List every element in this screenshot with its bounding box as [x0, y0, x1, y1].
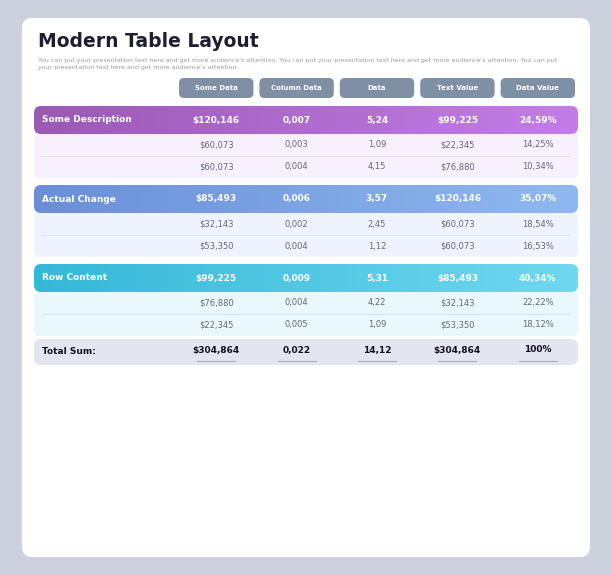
Text: 0,022: 0,022 — [283, 346, 311, 355]
Text: 5,24: 5,24 — [366, 116, 388, 125]
Text: Column Data: Column Data — [271, 85, 322, 91]
Text: 0,005: 0,005 — [285, 320, 308, 329]
Text: You can put your presentation text here and get more audience's attention. You c: You can put your presentation text here … — [38, 58, 558, 70]
FancyBboxPatch shape — [179, 78, 253, 98]
Text: Some Description: Some Description — [42, 116, 132, 125]
Text: $99,225: $99,225 — [437, 116, 478, 125]
Text: 0,002: 0,002 — [285, 220, 308, 228]
Text: 0,007: 0,007 — [283, 116, 311, 125]
Text: Data Value: Data Value — [517, 85, 559, 91]
Text: $304,864: $304,864 — [193, 346, 240, 355]
Text: $53,350: $53,350 — [440, 320, 475, 329]
FancyBboxPatch shape — [22, 18, 590, 557]
Text: 0,006: 0,006 — [283, 194, 311, 204]
Text: 100%: 100% — [524, 346, 551, 355]
Text: 0,004: 0,004 — [285, 163, 308, 171]
FancyBboxPatch shape — [340, 78, 414, 98]
Text: 35,07%: 35,07% — [519, 194, 556, 204]
Text: 14,12: 14,12 — [363, 346, 391, 355]
Text: 16,53%: 16,53% — [522, 242, 554, 251]
Text: 14,25%: 14,25% — [522, 140, 554, 150]
FancyBboxPatch shape — [34, 134, 578, 178]
Text: $60,073: $60,073 — [440, 242, 475, 251]
Text: 3,57: 3,57 — [366, 194, 388, 204]
Text: 22,22%: 22,22% — [522, 298, 554, 308]
FancyBboxPatch shape — [34, 339, 578, 365]
Text: $22,345: $22,345 — [199, 320, 233, 329]
Text: 0,003: 0,003 — [285, 140, 308, 150]
Text: 40,34%: 40,34% — [519, 274, 556, 282]
Text: 4,15: 4,15 — [368, 163, 386, 171]
Text: 0,004: 0,004 — [285, 242, 308, 251]
Text: 18,54%: 18,54% — [522, 220, 554, 228]
Text: 2,45: 2,45 — [368, 220, 386, 228]
Text: Modern Table Layout: Modern Table Layout — [38, 32, 259, 51]
Text: $76,880: $76,880 — [440, 163, 475, 171]
Text: 10,34%: 10,34% — [522, 163, 554, 171]
Text: $76,880: $76,880 — [199, 298, 234, 308]
Text: 24,59%: 24,59% — [519, 116, 556, 125]
Text: 18,12%: 18,12% — [522, 320, 554, 329]
Text: 0,009: 0,009 — [283, 274, 311, 282]
Text: Data: Data — [368, 85, 386, 91]
Text: Actual Change: Actual Change — [42, 194, 116, 204]
Text: $60,073: $60,073 — [199, 140, 234, 150]
Text: 1,09: 1,09 — [368, 320, 386, 329]
Text: $85,493: $85,493 — [437, 274, 478, 282]
Text: $304,864: $304,864 — [434, 346, 481, 355]
Text: $22,345: $22,345 — [440, 140, 474, 150]
FancyBboxPatch shape — [34, 292, 578, 336]
Text: 4,22: 4,22 — [368, 298, 386, 308]
Text: 1,12: 1,12 — [368, 242, 386, 251]
Text: $85,493: $85,493 — [196, 194, 237, 204]
Text: $120,146: $120,146 — [193, 116, 240, 125]
Text: Row Content: Row Content — [42, 274, 107, 282]
FancyBboxPatch shape — [259, 78, 334, 98]
Text: 0,004: 0,004 — [285, 298, 308, 308]
Text: $120,146: $120,146 — [434, 194, 481, 204]
Text: $53,350: $53,350 — [199, 242, 233, 251]
Text: $99,225: $99,225 — [196, 274, 237, 282]
Text: $32,143: $32,143 — [199, 220, 233, 228]
Text: Text Value: Text Value — [437, 85, 478, 91]
Text: Some Data: Some Data — [195, 85, 237, 91]
FancyBboxPatch shape — [420, 78, 494, 98]
Text: $60,073: $60,073 — [199, 163, 234, 171]
Text: $32,143: $32,143 — [440, 298, 475, 308]
FancyBboxPatch shape — [34, 213, 578, 257]
Text: Total Sum:: Total Sum: — [42, 347, 96, 356]
FancyBboxPatch shape — [501, 78, 575, 98]
Text: 5,31: 5,31 — [366, 274, 388, 282]
Text: $60,073: $60,073 — [440, 220, 475, 228]
Text: 1,09: 1,09 — [368, 140, 386, 150]
